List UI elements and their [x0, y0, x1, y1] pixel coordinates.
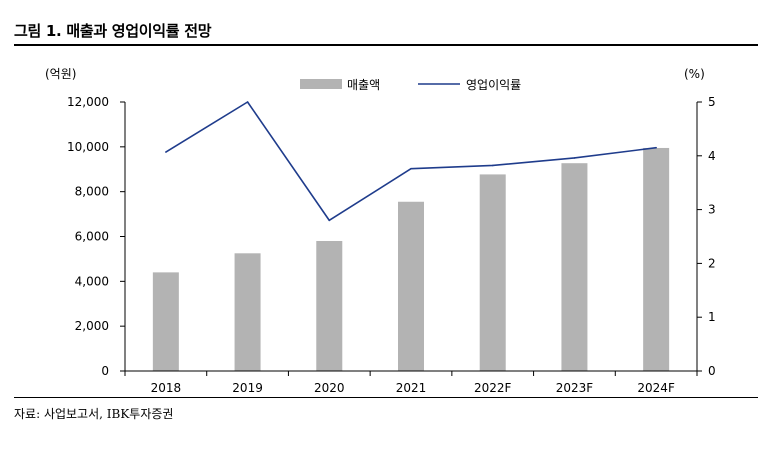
figure-title: 그림 1. 매출과 영업이익률 전망	[14, 22, 212, 40]
y-left-tick-label: 8,000	[75, 185, 109, 199]
x-tick-label: 2021	[396, 381, 427, 395]
bar-2023F	[561, 163, 588, 371]
bar-2024F	[643, 147, 670, 371]
title-rule	[14, 44, 758, 46]
y-left-tick-label: 4,000	[75, 274, 109, 288]
line-point-2020	[328, 219, 331, 222]
axes: 0 2,000 4,000 6,000 8,000 10,000 12,000 0 1 2 3 4 5 2…	[67, 95, 716, 395]
x-tick-label: 2023F	[556, 381, 594, 395]
y-right-tick-label: 1	[708, 310, 716, 324]
y-right-tick-label: 5	[708, 95, 716, 109]
x-tick-label: 2020	[314, 381, 345, 395]
y-left-tick-label: 0	[101, 364, 109, 378]
y-right-tick-label: 4	[708, 149, 716, 163]
bar-2021	[398, 201, 424, 371]
legend-bar-label: 매출액	[347, 78, 380, 92]
y-left-tick-label: 2,000	[75, 319, 109, 333]
x-tick-label: 2024F	[637, 381, 675, 395]
bar-2020	[316, 240, 343, 371]
x-tick-label: 2018	[151, 381, 182, 395]
bar-2019	[234, 253, 261, 371]
bar-2022F	[479, 174, 506, 371]
line-point-2023F	[573, 157, 576, 159]
source-note: 자료: 사업보고서, IBK투자증권	[14, 407, 174, 421]
line-point-2024F	[655, 146, 657, 149]
y-left-tick-label: 10,000	[67, 140, 109, 154]
x-tick-label: 2019	[232, 381, 263, 395]
line-point-2021	[410, 167, 412, 170]
legend-bar-swatch	[300, 79, 342, 89]
y-left-unit: (억원)	[45, 67, 76, 81]
line-series	[165, 101, 657, 222]
y-right-tick-label: 2	[708, 256, 716, 270]
line-point-2018	[165, 151, 167, 153]
bar-2018	[152, 272, 179, 371]
y-left-tick-label: 6,000	[75, 230, 109, 244]
bars	[152, 147, 670, 371]
y-right-unit: (%)	[684, 67, 705, 81]
source-rule	[14, 397, 758, 398]
line-point-2019	[246, 101, 249, 103]
y-left-tick-label: 12,000	[67, 95, 109, 109]
y-right-tick-label: 3	[708, 203, 716, 217]
legend: 매출액 영업이익률	[300, 78, 521, 92]
legend-line-label: 영업이익률	[466, 78, 521, 92]
y-right-tick-label: 0	[708, 364, 716, 378]
x-tick-label: 2022F	[474, 381, 512, 395]
line-point-2022F	[491, 164, 494, 167]
